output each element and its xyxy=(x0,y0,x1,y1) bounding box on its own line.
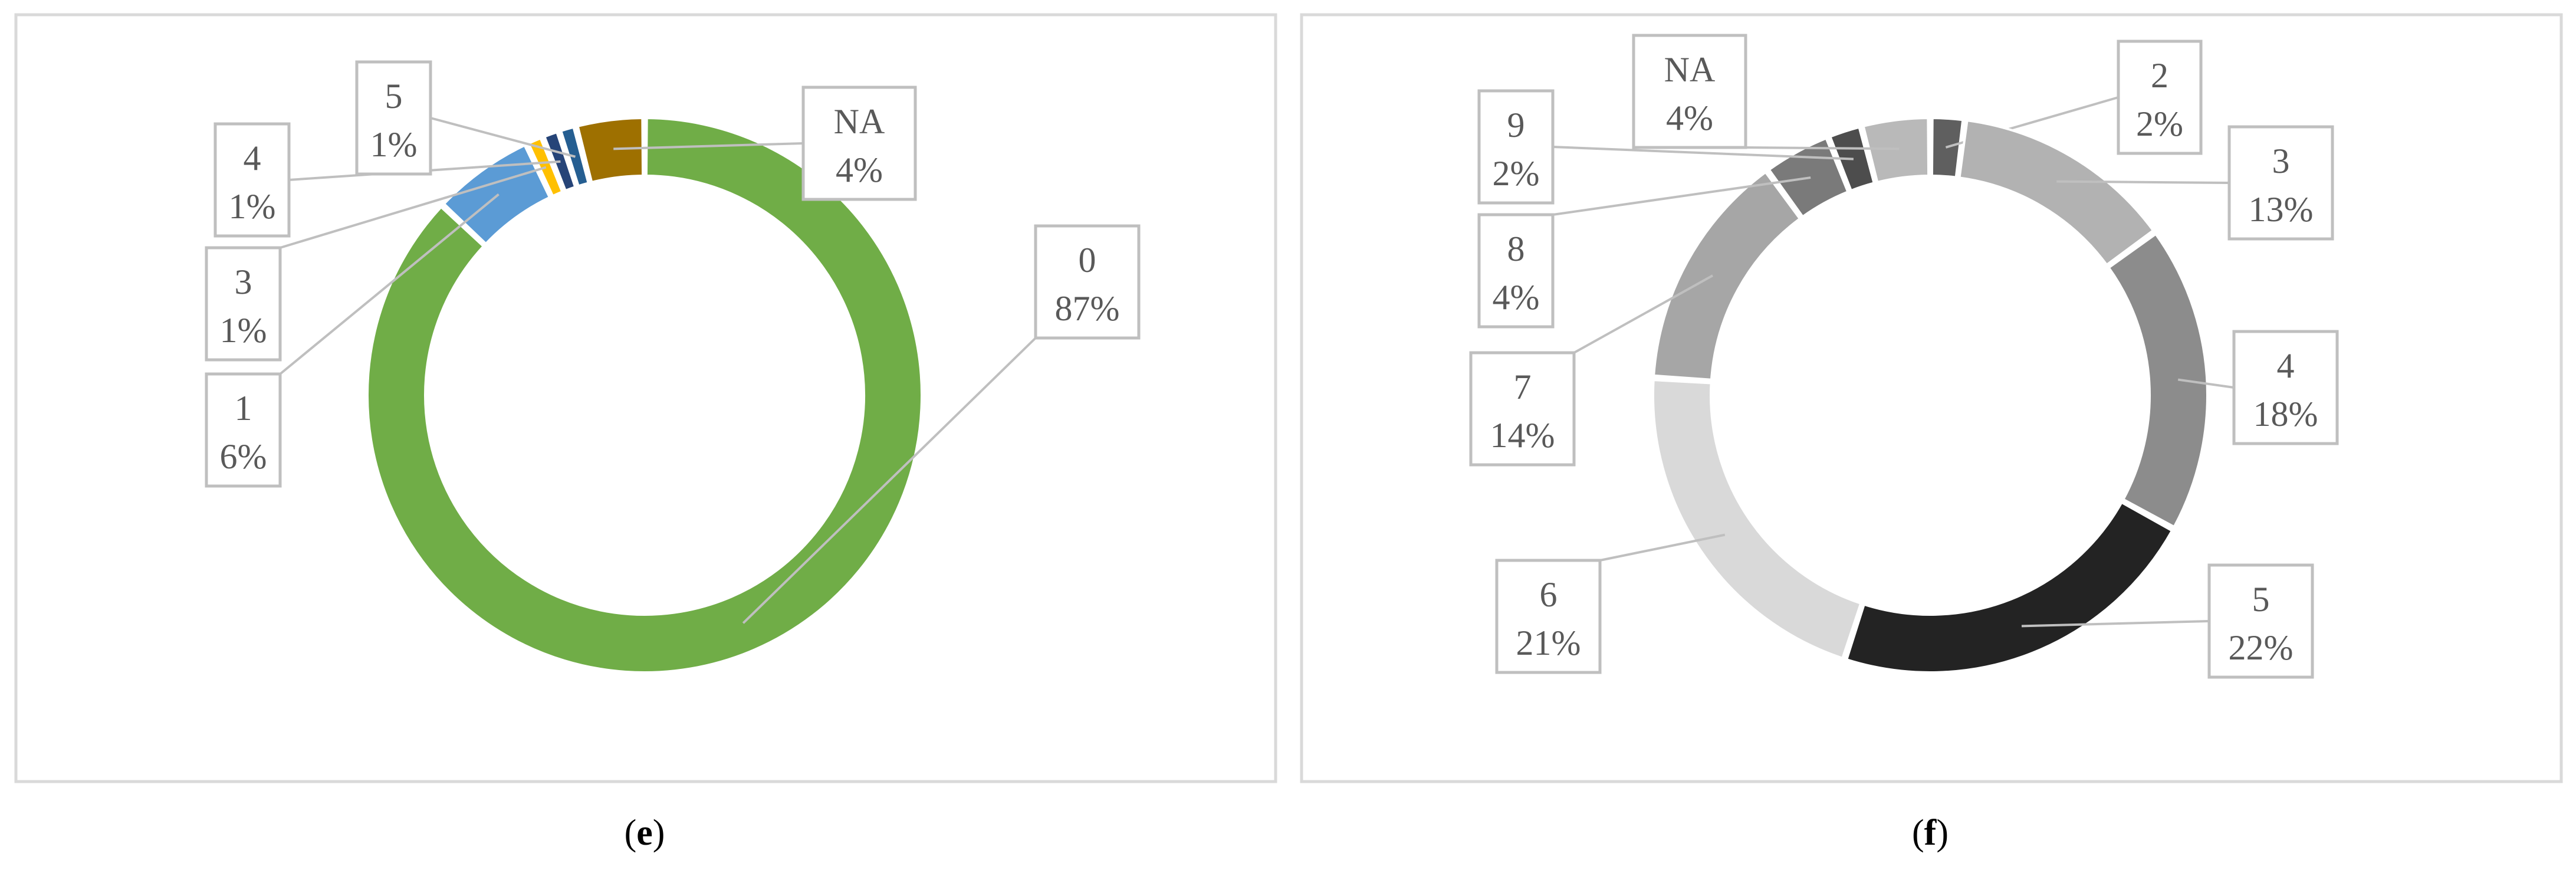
slice-f-na xyxy=(1862,116,1930,184)
callout-box-f-na xyxy=(1632,34,1747,149)
callout-percent-e-5: 1% xyxy=(370,125,418,164)
callout-box-e-4 xyxy=(213,122,291,238)
callout-box-e-3 xyxy=(205,246,282,362)
leader-line-f-8 xyxy=(1552,176,1811,216)
callout-box-f-7 xyxy=(1469,351,1576,467)
callout-category-e-na: NA xyxy=(834,102,885,141)
callout-percent-e-0: 87% xyxy=(1055,289,1120,328)
callout-percent-e-3: 1% xyxy=(220,311,267,350)
callout-percent-e-na: 4% xyxy=(836,150,883,189)
slice-f-3 xyxy=(1958,119,2155,267)
callout-category-e-3: 3 xyxy=(235,262,252,301)
callout-category-f-9: 9 xyxy=(1507,106,1525,145)
slice-f-7 xyxy=(1652,170,1802,381)
slice-f-5 xyxy=(1845,501,2174,674)
leader-line-e-na xyxy=(613,142,804,150)
panel-label-f-letter: f xyxy=(1924,813,1937,853)
callout-percent-f-8: 4% xyxy=(1493,278,1540,317)
callout-box-f-5 xyxy=(2207,563,2314,679)
leader-line-f-6 xyxy=(1599,533,1726,562)
callout-box-f-9 xyxy=(1477,89,1555,205)
leader-line-e-3 xyxy=(280,166,547,249)
callout-percent-f-6: 21% xyxy=(1516,623,1581,662)
callout-category-f-5: 5 xyxy=(2252,580,2270,619)
leader-line-f-4 xyxy=(2177,378,2235,389)
callout-percent-f-3: 13% xyxy=(2249,190,2314,229)
callout-category-f-3: 3 xyxy=(2272,142,2290,180)
slice-f-6 xyxy=(1652,379,1862,660)
callout-category-e-1: 1 xyxy=(235,389,252,428)
callout-percent-e-4: 1% xyxy=(229,187,276,226)
panel-label-e: (e) xyxy=(625,813,665,853)
callout-box-e-5 xyxy=(355,60,432,176)
panel-label-e-letter: e xyxy=(636,813,653,853)
donut-chart-e: 0 87% 1 6% 3 1% 4 1% 5 1% NA 4% xyxy=(205,60,1141,674)
callout-percent-f-4: 18% xyxy=(2253,395,2318,434)
callout-percent-f-9: 2% xyxy=(1493,154,1540,193)
callout-box-f-2 xyxy=(2117,40,2203,155)
leader-line-f-3 xyxy=(2056,180,2230,184)
callout-category-e-5: 5 xyxy=(385,77,403,116)
leader-line-f-9 xyxy=(1552,146,1854,160)
callout-percent-f-5: 22% xyxy=(2229,628,2294,667)
callout-percent-f-7: 14% xyxy=(1490,416,1555,455)
callout-box-e-0 xyxy=(1034,224,1141,340)
leader-line-e-1 xyxy=(279,193,500,375)
slice-e-0 xyxy=(366,116,923,674)
callout-category-f-na: NA xyxy=(1664,50,1716,89)
callout-box-f-3 xyxy=(2227,125,2334,241)
leader-line-e-0 xyxy=(742,337,1037,624)
callout-box-e-1 xyxy=(205,372,282,488)
callout-box-e-na xyxy=(801,86,917,201)
callout-category-e-4: 4 xyxy=(244,139,261,178)
callout-box-f-8 xyxy=(1477,213,1555,329)
callout-box-f-4 xyxy=(2232,330,2339,445)
callout-box-f-6 xyxy=(1495,559,1602,674)
donut-chart-f: 22%313%418%522%621%714%84%92%NA4% xyxy=(1469,34,2339,679)
callout-category-f-6: 6 xyxy=(1540,575,1558,614)
callout-category-e-0: 0 xyxy=(1079,241,1096,280)
callout-category-f-2: 2 xyxy=(2151,56,2168,95)
callout-category-f-4: 4 xyxy=(2277,346,2295,385)
leader-line-f-na xyxy=(1745,146,1900,150)
callout-percent-f-2: 2% xyxy=(2136,104,2183,143)
callout-percent-f-na: 4% xyxy=(1666,99,1713,137)
callout-percent-e-1: 6% xyxy=(220,437,267,476)
callout-category-f-8: 8 xyxy=(1507,229,1525,268)
leader-line-e-5 xyxy=(430,117,576,158)
callout-category-f-7: 7 xyxy=(1514,367,1532,406)
leader-line-f-5 xyxy=(2021,620,2210,628)
leader-line-f-7 xyxy=(1573,274,1714,354)
panel-label-f: (f) xyxy=(1912,813,1949,853)
slice-f-4 xyxy=(2107,232,2209,529)
